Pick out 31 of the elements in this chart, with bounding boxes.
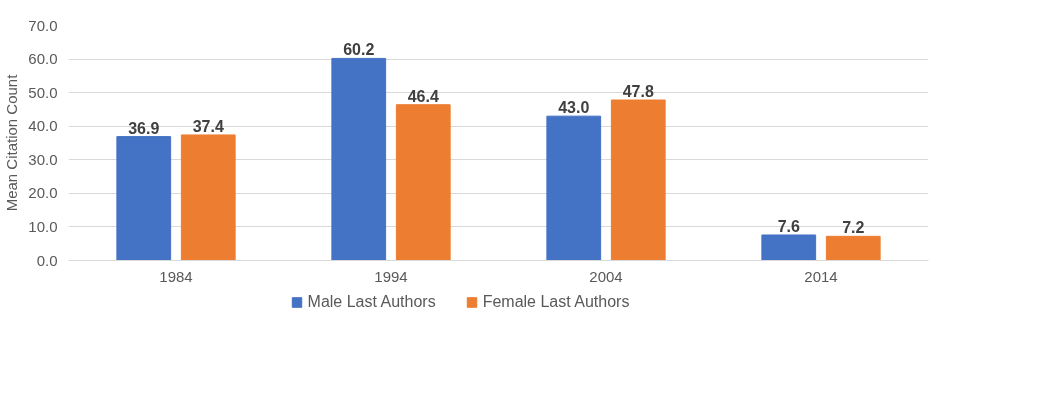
y-tick-label: 60.0: [28, 50, 58, 68]
data-label: 47.8: [622, 83, 654, 101]
bar: [180, 134, 236, 261]
y-tick-label: 70.0: [28, 16, 58, 34]
x-tick-label: 2014: [804, 267, 838, 285]
bar: [610, 99, 666, 261]
y-tick-label: 50.0: [28, 83, 58, 101]
data-label: 60.2: [343, 41, 375, 59]
legend-label: Male Last Authors: [307, 293, 436, 311]
bar: [395, 104, 451, 261]
bar: [546, 115, 602, 261]
x-tick-label: 1984: [159, 267, 193, 285]
y-tick-label: 30.0: [28, 150, 58, 168]
data-label: 46.4: [407, 87, 439, 105]
bar: [116, 136, 172, 261]
bar: [761, 234, 817, 261]
bar: [825, 235, 881, 261]
x-tick-label: 2004: [589, 267, 623, 285]
y-tick-label: 10.0: [28, 217, 58, 235]
bar: [331, 57, 387, 261]
y-tick-label: 0.0: [36, 251, 58, 269]
data-label: 36.9: [128, 119, 160, 137]
data-label: 7.6: [777, 217, 800, 235]
data-label: 37.4: [192, 117, 224, 135]
x-tick-label: 1994: [374, 267, 408, 285]
y-axis-title: Mean Citation Count: [3, 73, 21, 212]
y-tick-label: 40.0: [28, 117, 58, 135]
y-tick-label: 20.0: [28, 184, 58, 202]
data-label: 7.2: [842, 219, 865, 237]
data-label: 43.0: [558, 99, 590, 117]
legend-label: Female Last Authors: [482, 293, 630, 311]
